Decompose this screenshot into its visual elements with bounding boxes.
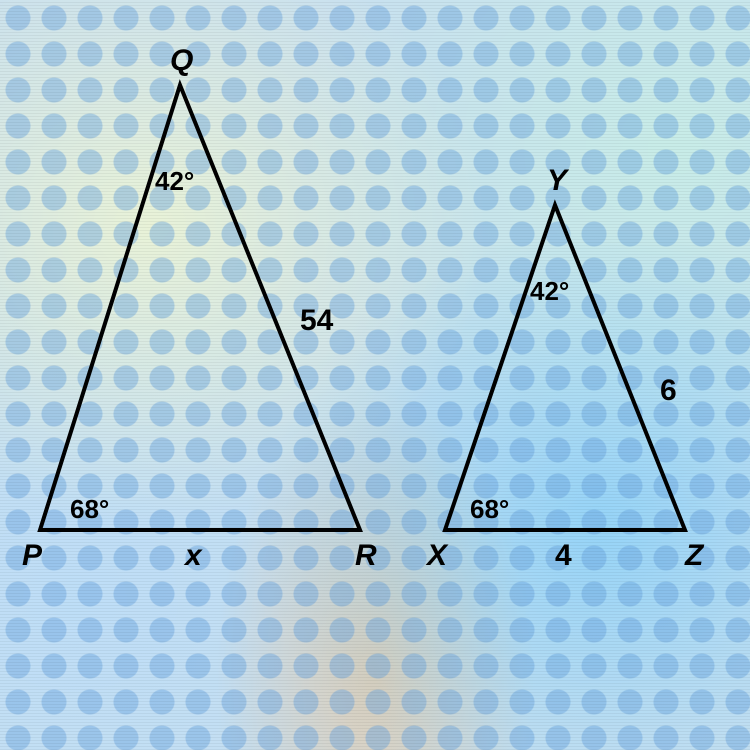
vertex-z-label: Z xyxy=(684,539,705,572)
angle-y-label: 42° xyxy=(530,276,569,306)
triangle-xyz xyxy=(445,205,685,530)
side-qr-label: 54 xyxy=(300,304,334,337)
diagram-svg: Q P R Y X Z 42° 68° 42° 68° 54 x 6 4 xyxy=(0,0,750,750)
side-yz-label: 6 xyxy=(660,374,677,407)
vertex-q-label: Q xyxy=(170,44,193,77)
angle-x-label: 68° xyxy=(470,494,509,524)
side-pr-label: x xyxy=(183,539,203,572)
vertex-y-label: Y xyxy=(547,164,570,197)
angle-q-label: 42° xyxy=(155,166,194,196)
vertex-x-label: X xyxy=(425,539,449,572)
angle-p-label: 68° xyxy=(70,494,109,524)
vertex-r-label: R xyxy=(355,539,377,572)
vertex-p-label: P xyxy=(22,539,43,572)
side-xz-label: 4 xyxy=(555,539,572,572)
